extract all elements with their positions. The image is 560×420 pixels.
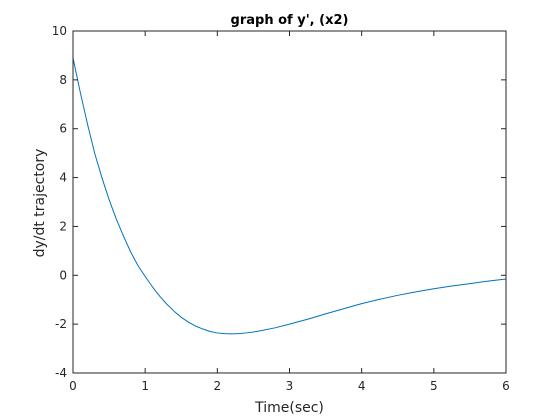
x-tick-label: 3 bbox=[286, 379, 294, 393]
y-tick-label: -4 bbox=[55, 366, 67, 380]
y-tick-label: -2 bbox=[55, 317, 67, 331]
chart-title: graph of y', (x2) bbox=[231, 13, 349, 28]
y-tick-label: 8 bbox=[59, 73, 67, 87]
x-tick-label: 5 bbox=[430, 379, 438, 393]
y-tick-label: 10 bbox=[52, 24, 67, 38]
axes-layer: 0 1 2 3 4 5 6 -4 -2 0 2 4 6 8 10 bbox=[52, 24, 510, 393]
y-tick-label: 0 bbox=[59, 268, 67, 282]
x-tick-label: 4 bbox=[358, 379, 366, 393]
series-layer bbox=[72, 57, 507, 335]
y-tick-label: 2 bbox=[59, 219, 67, 233]
y-tick-label: 4 bbox=[59, 171, 67, 185]
x-axis-label: Time(sec) bbox=[254, 400, 324, 416]
y-tick-label: 6 bbox=[59, 122, 67, 136]
x-tick-label: 1 bbox=[141, 379, 149, 393]
series-line-0 bbox=[72, 57, 507, 335]
y-axis-label: dy/dt trajectory bbox=[32, 149, 48, 258]
plot-area bbox=[73, 31, 506, 373]
x-tick-label: 0 bbox=[69, 379, 77, 393]
x-tick-label: 2 bbox=[214, 379, 222, 393]
x-tick-label: 6 bbox=[502, 379, 510, 393]
